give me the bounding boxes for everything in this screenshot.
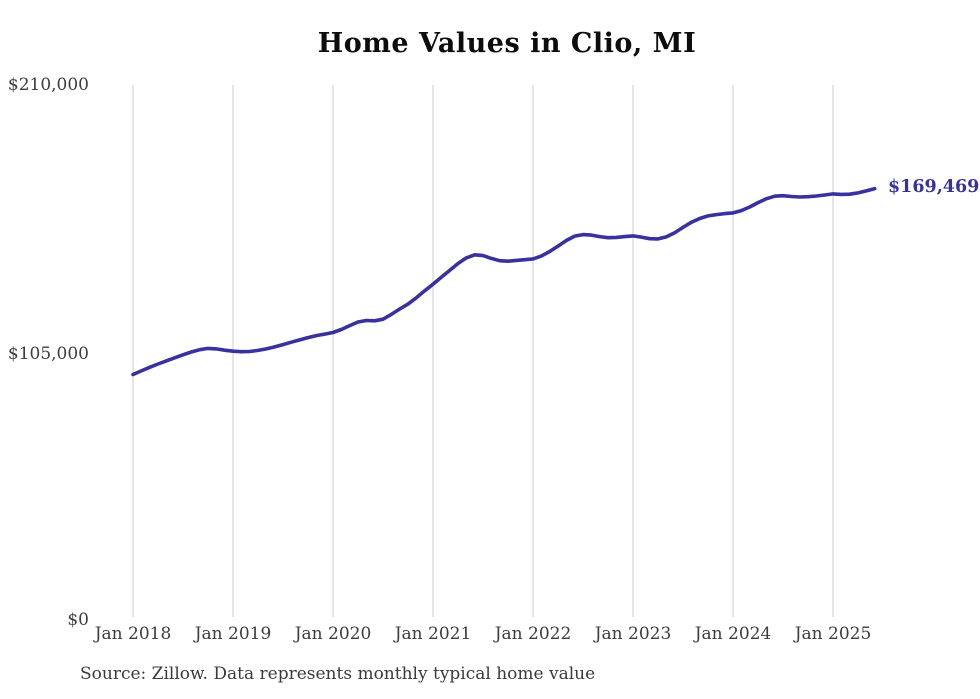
y-axis-tick-105000: $105,000 — [7, 344, 89, 364]
x-tick-label: Jan 2024 — [694, 624, 772, 644]
y-axis-tick-0: $0 — [67, 610, 89, 630]
x-tick-label: Jan 2019 — [194, 624, 272, 644]
vertical-gridlines — [132, 85, 834, 617]
x-tick-label: Jan 2025 — [794, 624, 872, 644]
y-axis-tick-210000: $210,000 — [7, 75, 89, 95]
x-tick-label: Jan 2023 — [594, 624, 672, 644]
source-note: Source: Zillow. Data represents monthly … — [80, 664, 596, 684]
x-tick-label: Jan 2018 — [94, 624, 172, 644]
x-tick-label: Jan 2022 — [494, 624, 572, 644]
x-tick-label: Jan 2020 — [294, 624, 372, 644]
x-tick-label: Jan 2021 — [394, 624, 472, 644]
latest-value-label: $169,469 — [888, 177, 980, 197]
chart-title: Home Values in Clio, MI — [317, 28, 697, 59]
home-value-line — [131, 186, 877, 377]
